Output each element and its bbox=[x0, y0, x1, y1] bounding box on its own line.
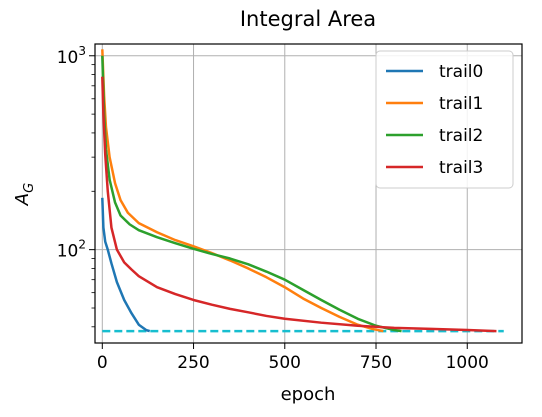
x-tick-label: 750 bbox=[360, 353, 392, 373]
legend-label-trail3: trail3 bbox=[439, 158, 483, 178]
legend-label-trail2: trail2 bbox=[439, 126, 483, 146]
series-line-trail3 bbox=[101, 76, 497, 333]
series-line-trail1 bbox=[101, 49, 384, 333]
legend-label-trail0: trail0 bbox=[439, 62, 483, 82]
y-axis-label-main: A bbox=[12, 193, 33, 206]
x-tick-label: 0 bbox=[97, 353, 108, 373]
x-tick-label: 1000 bbox=[446, 353, 489, 373]
y-tick-label: 103 bbox=[57, 44, 86, 68]
series-line-trail0 bbox=[101, 197, 151, 333]
y-tick-label: 102 bbox=[57, 238, 86, 262]
x-tick-label: 250 bbox=[177, 353, 209, 373]
plot-frame bbox=[94, 43, 523, 344]
x-axis-label: epoch bbox=[281, 384, 336, 405]
axes: 0 250 500 750 1000 102 103 bbox=[57, 43, 523, 373]
y-axis-label-sub: G bbox=[22, 183, 37, 193]
series-lines bbox=[101, 49, 504, 333]
series-line-trail2 bbox=[101, 55, 402, 333]
y-axis-label: AG bbox=[12, 183, 37, 206]
chart-title: Integral Area bbox=[240, 7, 376, 31]
legend-box bbox=[375, 50, 514, 189]
legend-label-trail1: trail1 bbox=[439, 94, 483, 114]
x-tick-label: 500 bbox=[269, 353, 301, 373]
legend: trail0 trail1 trail2 trail3 bbox=[375, 50, 514, 189]
